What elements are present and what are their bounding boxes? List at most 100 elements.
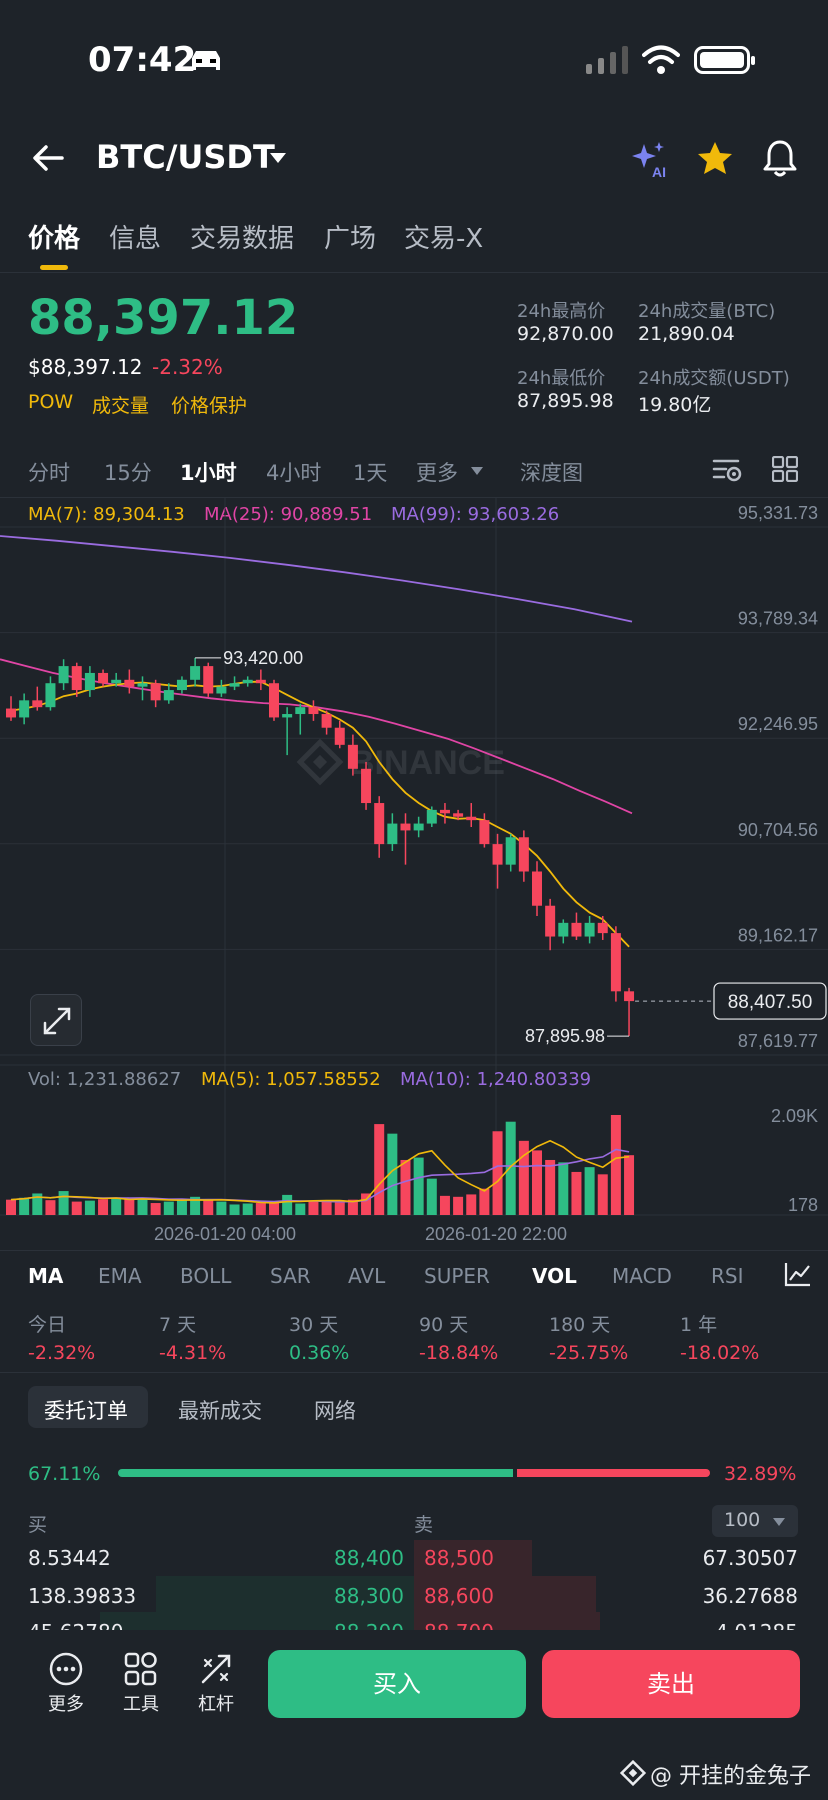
volume-bar <box>466 1194 477 1215</box>
fullscreen-button[interactable] <box>30 994 82 1046</box>
bid-price[interactable]: 88,300 <box>334 1584 404 1608</box>
ask-price[interactable]: 88,700 <box>424 1620 494 1632</box>
tab-order-book[interactable]: 委托订单 <box>44 1399 128 1423</box>
ind-vol[interactable]: VOL <box>532 1264 577 1288</box>
vol-axis-tick: 178 <box>788 1195 818 1215</box>
leverage-label[interactable]: 杠杆 <box>198 1694 234 1715</box>
ind-ema[interactable]: EMA <box>98 1264 142 1288</box>
y-axis-tick: 93,789.34 <box>738 609 818 629</box>
ask-depth-bar <box>414 1540 532 1576</box>
candle-body <box>545 905 556 937</box>
wifi-icon <box>642 45 680 74</box>
ai-sparkle-icon[interactable]: AI <box>630 140 670 180</box>
volume-bar <box>545 1159 556 1215</box>
candle-body <box>19 700 30 718</box>
bid-price[interactable]: 88,400 <box>334 1546 404 1570</box>
volume-bar <box>269 1202 279 1215</box>
tab-info[interactable]: 信息 <box>109 224 162 254</box>
ind-avl[interactable]: AVL <box>348 1264 386 1288</box>
more-dots-icon[interactable] <box>49 1652 83 1686</box>
chevron-down-icon[interactable] <box>773 1518 785 1526</box>
volume-bar <box>347 1199 358 1215</box>
candle-body <box>308 707 319 715</box>
sell-button[interactable]: 卖出 <box>542 1650 800 1718</box>
volume-bar <box>413 1157 424 1215</box>
tag-price-protection[interactable]: 价格保护 <box>171 395 248 417</box>
ask-qty[interactable]: 67.30507 <box>702 1546 798 1570</box>
tag-pow[interactable]: POW <box>28 391 74 413</box>
vol-ma10-legend: MA(10): 1,240.80339 <box>400 1069 592 1090</box>
bell-icon[interactable] <box>762 138 798 178</box>
volume-bar <box>374 1124 385 1215</box>
ask-qty[interactable]: 4.01285 <box>715 1620 798 1632</box>
perf-label-7d: 7 天 <box>159 1314 197 1336</box>
volume-bar <box>150 1203 161 1215</box>
candle-body <box>610 933 621 992</box>
candle-body <box>45 683 56 708</box>
perf-value-7d: -4.31% <box>159 1342 227 1364</box>
interval-15m[interactable]: 15分 <box>104 461 152 485</box>
interval-depth[interactable]: 深度图 <box>520 461 583 485</box>
volume-bar <box>176 1199 187 1215</box>
interval-1d[interactable]: 1天 <box>353 461 388 485</box>
candle-body <box>387 823 398 845</box>
tab-square[interactable]: 广场 <box>324 224 377 254</box>
volume-bar <box>387 1133 398 1215</box>
divider <box>0 272 828 273</box>
tools-icon[interactable] <box>124 1652 158 1686</box>
tab-trading-data[interactable]: 交易数据 <box>190 224 295 254</box>
x-axis-tick: 2026-01-20 22:00 <box>425 1224 567 1244</box>
y-axis-tick: 89,162.17 <box>738 925 818 945</box>
bid-depth-bar <box>100 1612 414 1632</box>
tag-volume[interactable]: 成交量 <box>92 395 150 417</box>
ask-price[interactable]: 88,500 <box>424 1546 494 1570</box>
interval-more[interactable]: 更多 <box>416 461 458 485</box>
tab-recent-trades[interactable]: 最新成交 <box>178 1399 262 1423</box>
volume-bar <box>558 1162 569 1215</box>
tab-price[interactable]: 价格 <box>28 224 81 254</box>
ind-rsi[interactable]: RSI <box>711 1264 744 1288</box>
back-arrow-icon[interactable] <box>30 140 66 176</box>
sell-ratio: 32.89% <box>724 1463 797 1485</box>
ind-macd[interactable]: MACD <box>612 1264 672 1288</box>
ind-super[interactable]: SUPER <box>424 1264 490 1288</box>
line-chart-icon[interactable] <box>784 1261 812 1287</box>
chevron-down-icon[interactable] <box>470 466 484 476</box>
ask-depth-bar <box>414 1612 600 1632</box>
ind-sar[interactable]: SAR <box>270 1264 311 1288</box>
stat-low-label: 24h最低价 <box>517 368 606 389</box>
ind-ma[interactable]: MA <box>28 1264 64 1288</box>
candle-body <box>295 707 306 715</box>
tools-label[interactable]: 工具 <box>123 1694 159 1715</box>
y-axis-tick: 87,619.77 <box>738 1031 818 1051</box>
ind-boll[interactable]: BOLL <box>180 1264 232 1288</box>
candle-body <box>374 803 385 845</box>
more-label[interactable]: 更多 <box>48 1694 84 1715</box>
vol-ma5-line <box>10 1139 630 1204</box>
pair-title[interactable]: BTC/USDT <box>96 138 275 176</box>
bid-qty[interactable]: 138.39833 <box>28 1584 137 1608</box>
grid-layout-icon[interactable] <box>772 456 798 482</box>
bid-qty[interactable]: 45.62780 <box>28 1620 124 1632</box>
chevron-down-icon[interactable] <box>268 150 288 166</box>
buy-button[interactable]: 买入 <box>268 1650 526 1718</box>
interval-line[interactable]: 分时 <box>28 461 70 485</box>
bid-price[interactable]: 88,200 <box>334 1620 404 1632</box>
indicator-settings-icon[interactable] <box>712 456 742 484</box>
kline-chart[interactable]: BINANCE 93,420.00 87,895.98 88,407.50 95,3… <box>0 498 828 1258</box>
candle-body <box>6 708 16 718</box>
star-icon[interactable] <box>696 140 734 178</box>
volume-bar <box>190 1196 201 1215</box>
ask-qty[interactable]: 36.27688 <box>702 1584 798 1608</box>
interval-1h[interactable]: 1小时 <box>180 461 237 485</box>
divider <box>0 1250 828 1251</box>
last-price-label: 88,407.50 <box>728 992 813 1013</box>
tab-network[interactable]: 网络 <box>314 1399 356 1423</box>
leverage-icon[interactable] <box>199 1652 233 1686</box>
depth-select[interactable]: 100 <box>712 1505 798 1537</box>
ask-price[interactable]: 88,600 <box>424 1584 494 1608</box>
candle-body <box>413 823 424 831</box>
tab-trade-x[interactable]: 交易-X <box>404 224 484 254</box>
interval-4h[interactable]: 4小时 <box>266 461 322 485</box>
bid-qty[interactable]: 8.53442 <box>28 1546 111 1570</box>
